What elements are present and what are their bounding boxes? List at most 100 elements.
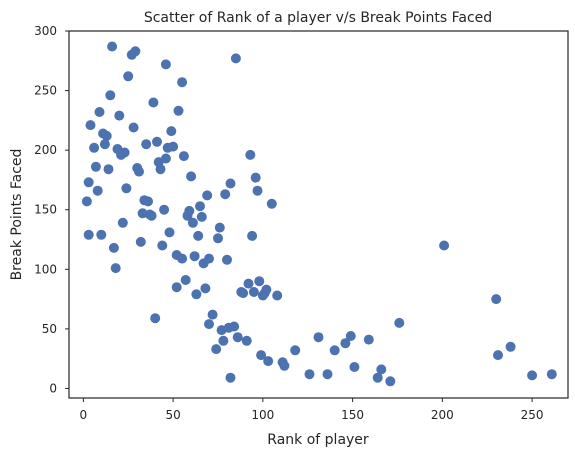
- y-tick-label: 300: [34, 24, 57, 38]
- data-point: [256, 350, 267, 361]
- data-point: [204, 253, 214, 264]
- data-point: [238, 288, 249, 299]
- y-tick-label: 0: [49, 381, 57, 395]
- data-point: [89, 142, 100, 153]
- data-point: [107, 41, 118, 52]
- data-point: [117, 217, 128, 228]
- data-point: [340, 338, 351, 349]
- data-point: [232, 332, 243, 343]
- data-point: [193, 230, 204, 241]
- data-points: [81, 41, 557, 387]
- y-axis-ticks: 0 50 100 150 200 250 300: [34, 24, 69, 395]
- data-point: [119, 147, 130, 158]
- data-point: [90, 161, 101, 172]
- data-point: [207, 309, 218, 320]
- data-point: [83, 177, 94, 188]
- x-tick-label: 50: [165, 408, 180, 422]
- data-point: [121, 183, 132, 194]
- y-axis-label: Break Points Faced: [9, 149, 25, 281]
- data-point: [85, 120, 96, 131]
- data-point: [385, 376, 396, 387]
- data-point: [130, 46, 141, 57]
- data-point: [146, 210, 157, 221]
- data-point: [248, 287, 259, 297]
- data-point: [394, 317, 405, 328]
- data-point: [247, 230, 258, 241]
- data-point: [261, 284, 272, 295]
- data-point: [220, 189, 231, 200]
- data-point: [211, 344, 222, 355]
- x-tick-label: 250: [521, 408, 544, 422]
- data-point: [304, 369, 315, 380]
- data-point: [225, 178, 236, 189]
- data-point: [376, 364, 387, 375]
- data-point: [266, 198, 277, 209]
- data-point: [505, 341, 516, 352]
- data-point: [94, 107, 105, 117]
- data-point: [222, 254, 232, 265]
- data-point: [99, 139, 110, 150]
- data-point: [250, 172, 261, 183]
- data-point: [152, 136, 162, 147]
- data-point: [279, 360, 290, 371]
- data-point: [92, 185, 103, 196]
- chart-title: Scatter of Rank of a player v/s Break Po…: [144, 10, 492, 26]
- data-point: [195, 201, 205, 212]
- y-tick-label: 250: [34, 84, 57, 98]
- x-tick-label: 150: [341, 408, 364, 422]
- data-point: [166, 126, 177, 137]
- data-point: [546, 369, 557, 380]
- data-point: [491, 294, 502, 305]
- data-point: [189, 251, 200, 262]
- data-point: [148, 97, 159, 108]
- data-point: [81, 196, 92, 207]
- x-axis-ticks: 0 50 100 150 200 250: [80, 398, 544, 422]
- data-point: [241, 335, 252, 346]
- data-point: [243, 278, 254, 289]
- data-point: [105, 90, 116, 101]
- data-point: [345, 331, 356, 341]
- y-tick-label: 50: [42, 322, 57, 336]
- data-point: [184, 205, 195, 216]
- data-point: [164, 227, 175, 238]
- data-point: [290, 345, 301, 356]
- data-point: [143, 196, 153, 207]
- data-point: [245, 149, 256, 160]
- data-point: [168, 141, 179, 152]
- x-tick-label: 0: [80, 408, 88, 422]
- data-point: [83, 229, 94, 240]
- data-point: [141, 139, 152, 150]
- data-point: [180, 275, 191, 285]
- x-tick-label: 100: [251, 408, 274, 422]
- data-point: [254, 276, 265, 287]
- data-point: [329, 345, 340, 356]
- data-point: [349, 362, 360, 372]
- data-point: [196, 211, 207, 222]
- data-point: [229, 321, 240, 332]
- data-point: [101, 130, 112, 141]
- data-point: [372, 372, 383, 383]
- data-point: [160, 59, 171, 70]
- data-point: [123, 71, 134, 82]
- data-point: [493, 350, 503, 361]
- data-point: [157, 240, 168, 251]
- plot-frame: [68, 30, 569, 399]
- data-point: [110, 263, 121, 274]
- y-tick-label: 150: [34, 203, 57, 217]
- data-point: [155, 164, 166, 175]
- data-point: [134, 166, 144, 177]
- data-point: [439, 240, 450, 251]
- data-point: [214, 222, 225, 233]
- data-point: [313, 332, 324, 343]
- data-point: [187, 217, 198, 228]
- x-tick-label: 200: [431, 408, 454, 422]
- data-point: [272, 290, 283, 301]
- data-point: [363, 334, 374, 345]
- data-point: [218, 335, 229, 346]
- data-point: [263, 356, 274, 367]
- x-axis-label: Rank of player: [267, 432, 369, 448]
- y-tick-label: 200: [34, 143, 57, 157]
- data-point: [186, 171, 197, 182]
- data-point: [171, 282, 182, 293]
